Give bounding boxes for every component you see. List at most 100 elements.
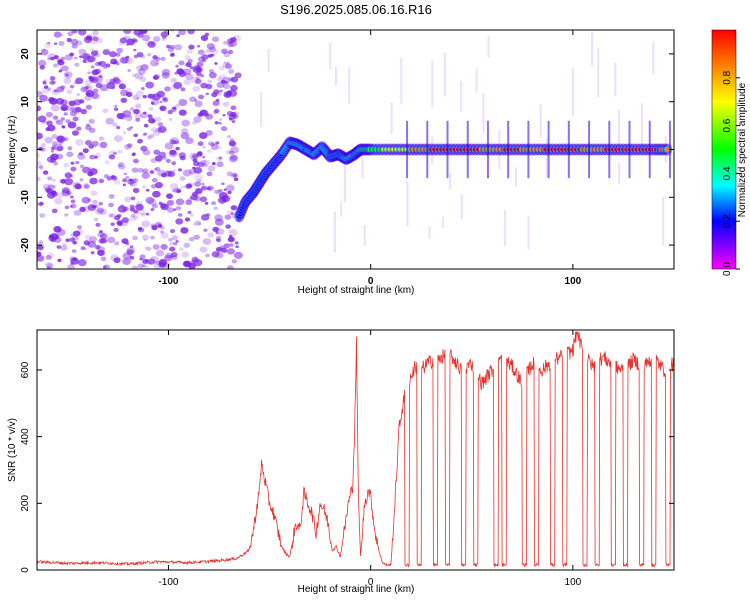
noise-blob bbox=[172, 255, 178, 261]
noise-blob bbox=[217, 145, 222, 150]
noise-streak bbox=[267, 49, 270, 73]
noise-blob bbox=[170, 136, 179, 144]
noise-blob bbox=[174, 44, 183, 51]
noise-blob bbox=[182, 185, 186, 189]
noise-blob bbox=[141, 220, 151, 228]
noise-blob bbox=[133, 209, 139, 214]
noise-blob bbox=[226, 248, 236, 255]
noise-blob bbox=[102, 265, 107, 269]
noise-blob bbox=[108, 213, 114, 218]
noise-blob bbox=[145, 40, 152, 46]
noise-blob bbox=[159, 100, 163, 104]
noise-blob bbox=[117, 149, 123, 154]
noise-blob bbox=[108, 202, 114, 208]
snr-xlabel: Height of straight line (km) bbox=[298, 584, 415, 595]
noise-blob bbox=[114, 104, 118, 108]
noise-blob bbox=[113, 135, 123, 143]
noise-blob bbox=[232, 173, 238, 178]
noise-blob bbox=[221, 48, 228, 54]
noise-blob bbox=[120, 204, 125, 208]
noise-blob bbox=[180, 128, 189, 135]
noise-blob bbox=[177, 189, 182, 193]
noise-streak bbox=[441, 216, 444, 228]
noise-blob bbox=[46, 252, 55, 259]
noise-blob bbox=[180, 227, 189, 234]
chart-title: S196.2025.085.06.16.R16 bbox=[280, 2, 432, 17]
noise-blob bbox=[135, 103, 142, 109]
noise-blob bbox=[195, 187, 203, 194]
noise-blob bbox=[164, 86, 171, 92]
noise-blob bbox=[230, 76, 239, 83]
noise-streak bbox=[406, 181, 409, 227]
noise-blob bbox=[193, 64, 201, 71]
noise-blob bbox=[228, 234, 233, 238]
noise-blob bbox=[42, 48, 46, 52]
noise-streak bbox=[449, 173, 452, 190]
noise-blob bbox=[148, 106, 154, 112]
noise-blob bbox=[48, 235, 56, 242]
noise-blob bbox=[225, 63, 233, 70]
noise-blob bbox=[126, 43, 130, 46]
noise-blob bbox=[47, 176, 53, 181]
colorbar-tick-label: 0.2 bbox=[722, 214, 733, 228]
noise-blob bbox=[114, 215, 121, 221]
noise-blob bbox=[194, 100, 203, 108]
noise-blob bbox=[158, 201, 163, 205]
noise-blob bbox=[63, 137, 69, 142]
noise-blob bbox=[75, 160, 80, 165]
noise-blob bbox=[87, 240, 97, 248]
noise-blob bbox=[91, 205, 96, 209]
noise-blob bbox=[76, 126, 82, 131]
noise-streak bbox=[597, 48, 600, 98]
noise-blob bbox=[172, 208, 177, 211]
noise-blob bbox=[98, 201, 104, 206]
noise-blob bbox=[141, 34, 151, 42]
noise-blob bbox=[139, 257, 143, 261]
noise-blob bbox=[113, 179, 121, 185]
noise-blob bbox=[72, 240, 77, 245]
noise-blob bbox=[234, 72, 242, 79]
noise-blob bbox=[46, 263, 54, 269]
noise-blob bbox=[169, 183, 179, 190]
noise-blob bbox=[97, 249, 105, 256]
noise-blob bbox=[132, 187, 140, 194]
noise-blob bbox=[82, 205, 91, 213]
noise-blob bbox=[88, 118, 95, 124]
noise-blob bbox=[64, 205, 70, 210]
noise-blob bbox=[129, 245, 134, 249]
noise-blob bbox=[174, 71, 178, 75]
noise-blob bbox=[143, 238, 147, 242]
y-tick-label: 200 bbox=[20, 495, 31, 512]
noise-streak bbox=[662, 196, 665, 246]
noise-blob bbox=[71, 30, 78, 34]
noise-blob bbox=[150, 235, 155, 240]
noise-blob bbox=[150, 98, 160, 106]
noise-blob bbox=[176, 189, 182, 194]
noise-blob bbox=[223, 195, 232, 203]
noise-blob bbox=[45, 127, 50, 132]
noise-blob bbox=[47, 57, 51, 61]
noise-blob bbox=[140, 145, 148, 152]
noise-blob bbox=[110, 58, 118, 65]
noise-blob bbox=[55, 119, 64, 126]
noise-streak bbox=[400, 57, 403, 104]
noise-blob bbox=[205, 48, 211, 53]
noise-blob bbox=[112, 122, 118, 127]
noise-blob bbox=[129, 255, 135, 260]
noise-blob bbox=[37, 146, 43, 151]
noise-blob bbox=[113, 241, 120, 246]
noise-blob bbox=[220, 79, 226, 84]
colorbar-tick-label: 0.0 bbox=[722, 262, 733, 276]
noise-blob bbox=[46, 266, 52, 269]
noise-blob bbox=[161, 69, 171, 76]
noise-blob bbox=[129, 182, 134, 186]
noise-blob bbox=[175, 198, 185, 206]
noise-blob bbox=[223, 61, 228, 65]
noise-blob bbox=[71, 249, 77, 253]
noise-blob bbox=[77, 30, 87, 36]
noise-blob bbox=[179, 186, 183, 190]
noise-blob bbox=[164, 254, 173, 262]
noise-blob bbox=[210, 142, 216, 147]
noise-blob bbox=[87, 71, 91, 75]
noise-blob bbox=[198, 222, 202, 226]
